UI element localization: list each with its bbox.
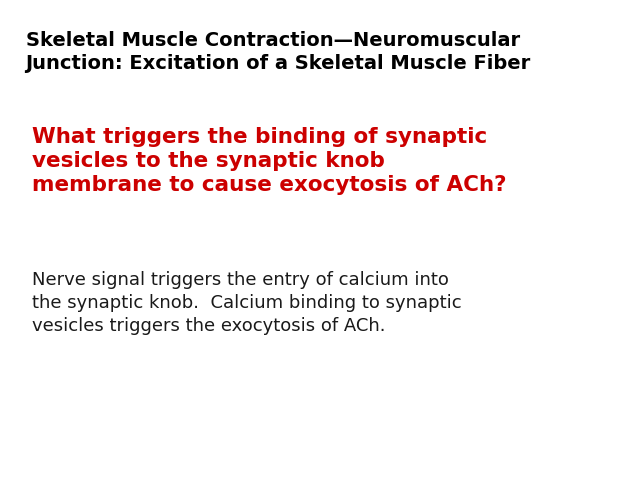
Text: What triggers the binding of synaptic
vesicles to the synaptic knob
membrane to : What triggers the binding of synaptic ve… xyxy=(32,127,506,195)
Text: Nerve signal triggers the entry of calcium into
the synaptic knob.  Calcium bind: Nerve signal triggers the entry of calci… xyxy=(32,271,461,335)
Text: Skeletal Muscle Contraction—Neuromuscular
Junction: Excitation of a Skeletal Mus: Skeletal Muscle Contraction—Neuromuscula… xyxy=(26,31,531,73)
